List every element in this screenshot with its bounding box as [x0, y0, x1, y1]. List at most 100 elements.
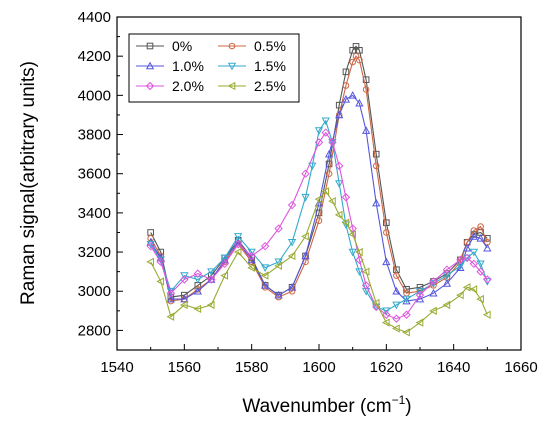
data-point [348, 248, 357, 257]
series-line [150, 190, 488, 334]
data-point [352, 52, 360, 60]
data-point [482, 310, 491, 319]
data-point [193, 286, 202, 295]
data-point [342, 68, 350, 76]
data-point [301, 251, 310, 260]
data-point [476, 260, 485, 269]
data-point [372, 198, 381, 207]
data-point [260, 281, 270, 289]
data-point [220, 259, 229, 269]
legend-label: 2.0% [172, 78, 204, 94]
data-point [341, 94, 351, 103]
data-point [260, 241, 270, 251]
x-axis-title: Wavenumber (cm−1) [242, 393, 411, 417]
data-point [382, 307, 391, 316]
y-tick-label: 3800 [78, 127, 111, 144]
legend-item-1.5%: 1.5% [218, 58, 286, 74]
y-tick-label: 3400 [78, 205, 111, 222]
series-2.0% [146, 128, 492, 323]
data-point [483, 243, 492, 252]
data-point [483, 278, 492, 286]
data-point [469, 248, 479, 257]
data-point [179, 300, 188, 310]
data-point [442, 265, 452, 274]
data-point [247, 248, 256, 257]
y-tick-label: 4400 [78, 9, 111, 26]
data-point [233, 247, 242, 257]
data-point [341, 218, 350, 227]
data-point [392, 324, 400, 333]
legend-marker [145, 61, 155, 70]
data-point [247, 263, 255, 272]
data-point [429, 288, 438, 297]
data-point [402, 295, 411, 304]
data-point [274, 261, 282, 270]
data-point [287, 238, 297, 247]
series-line [150, 131, 488, 320]
data-point [348, 224, 357, 233]
data-point [393, 272, 400, 279]
data-point [220, 254, 229, 263]
data-point [462, 283, 471, 292]
data-point [402, 296, 411, 305]
data-point [483, 275, 492, 284]
y-tick-label: 3600 [78, 166, 111, 183]
data-point [156, 257, 165, 267]
data-point [247, 251, 256, 261]
data-point [415, 290, 425, 300]
data-point [402, 328, 410, 337]
data-point [361, 281, 371, 290]
data-point [180, 294, 189, 303]
y-tick-label: 4200 [78, 48, 111, 65]
data-point [193, 304, 202, 314]
data-point [334, 161, 344, 171]
data-point [328, 138, 337, 147]
data-point [348, 91, 357, 99]
data-point [206, 300, 215, 310]
data-point [469, 285, 478, 294]
data-point [392, 314, 401, 323]
legend-label: 1.0% [172, 58, 204, 74]
legend-marker [145, 81, 155, 91]
data-point [260, 271, 269, 280]
data-point [314, 138, 324, 147]
legend-label: 0% [172, 38, 192, 54]
data-point [315, 217, 323, 225]
data-point [334, 210, 343, 219]
x-axis-title-close: ) [405, 396, 411, 417]
data-point [372, 162, 380, 170]
data-point [220, 271, 229, 280]
legend-label: 0.5% [254, 38, 286, 54]
data-point [392, 301, 401, 310]
data-point [314, 195, 323, 204]
data-point [274, 290, 283, 299]
data-point [274, 224, 283, 233]
y-tick-label: 3000 [78, 283, 111, 300]
data-point [325, 160, 333, 168]
y-tick-label: 3200 [78, 244, 111, 261]
x-axis: 1540 1560 1580 1600 1620 1640 1660 [100, 344, 538, 376]
data-point [342, 82, 350, 89]
data-point [287, 282, 297, 291]
data-point [415, 294, 425, 303]
y-tick-label: 4000 [78, 87, 111, 104]
data-point [325, 170, 333, 178]
data-point [476, 294, 484, 304]
data-point [287, 251, 296, 261]
data-point [372, 150, 380, 158]
legend-item-2.5%: 2.5% [218, 78, 286, 94]
data-point [274, 258, 283, 267]
data-point [429, 277, 438, 286]
data-point [301, 169, 310, 178]
y-axis-title: Raman signal(arbitrary units) [18, 61, 39, 305]
data-point [335, 101, 343, 109]
data-point [146, 241, 155, 251]
x-tick-label: 1660 [504, 359, 537, 376]
data-point [166, 288, 176, 298]
legend-item-2.0%: 2.0% [136, 78, 204, 94]
data-point [233, 240, 243, 249]
legend-marker [228, 42, 236, 50]
data-point [356, 47, 363, 54]
data-point [416, 284, 424, 291]
data-point [314, 127, 324, 135]
